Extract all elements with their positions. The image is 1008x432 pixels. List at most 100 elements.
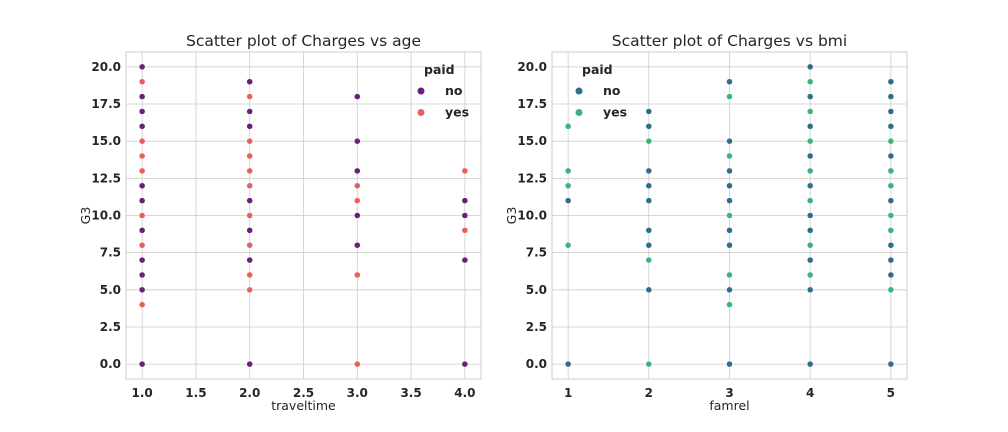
x-tick-label: 3.5 xyxy=(400,386,421,400)
point-no xyxy=(138,63,146,71)
point-no xyxy=(246,227,253,234)
point-yes xyxy=(138,301,146,308)
point-no xyxy=(645,167,653,175)
point-no xyxy=(564,197,572,204)
point-no xyxy=(246,123,253,130)
x-tick-label: 3 xyxy=(725,386,733,400)
point-yes xyxy=(887,212,895,219)
point-yes xyxy=(806,78,814,85)
legend-label-no: no xyxy=(445,83,463,98)
point-no xyxy=(726,227,733,234)
point-no xyxy=(806,123,814,130)
x-tick-label: 3.0 xyxy=(347,386,368,400)
point-yes xyxy=(138,212,146,219)
point-no xyxy=(138,271,146,279)
point-no xyxy=(887,108,895,115)
x-tick-label: 5 xyxy=(887,386,895,400)
point-yes xyxy=(806,137,814,145)
x-tick-label: 4 xyxy=(806,386,814,400)
point-no xyxy=(138,108,146,115)
point-no xyxy=(354,137,361,145)
point-no xyxy=(354,93,361,100)
y-tick-label: 5.0 xyxy=(526,283,547,297)
point-no xyxy=(726,137,733,145)
point-no xyxy=(461,256,469,264)
point-yes xyxy=(138,137,146,145)
point-yes xyxy=(246,241,253,249)
point-no xyxy=(726,360,733,368)
point-no xyxy=(461,212,469,219)
x-tick-label: 1 xyxy=(564,386,572,400)
point-yes xyxy=(461,227,469,234)
point-no xyxy=(645,108,653,115)
point-yes xyxy=(887,286,895,294)
point-yes xyxy=(887,182,895,190)
point-yes xyxy=(138,152,146,160)
x-tick-label: 2.5 xyxy=(293,386,314,400)
point-no xyxy=(645,123,653,130)
legend-marker-no xyxy=(417,87,425,95)
point-no xyxy=(645,227,653,234)
point-no xyxy=(887,241,895,249)
y-tick-label: 0.0 xyxy=(100,357,121,371)
point-no xyxy=(806,360,814,368)
point-no xyxy=(138,256,146,264)
point-no xyxy=(645,197,653,204)
point-no xyxy=(138,123,146,130)
legend-label-yes: yes xyxy=(445,105,469,120)
y-tick-label: 2.5 xyxy=(526,320,547,334)
point-no xyxy=(138,182,146,190)
point-no xyxy=(887,152,895,160)
chart-title: Scatter plot of Charges vs age xyxy=(186,32,421,50)
point-no xyxy=(354,241,361,249)
y-tick-label: 10.0 xyxy=(517,209,547,223)
point-yes xyxy=(806,241,814,249)
point-no xyxy=(726,286,733,294)
point-no xyxy=(246,256,253,264)
point-no xyxy=(564,360,572,368)
legend-marker-no xyxy=(575,87,583,95)
legend-marker-yes xyxy=(575,109,583,116)
point-yes xyxy=(806,108,814,115)
point-no xyxy=(726,78,733,85)
point-no xyxy=(726,167,733,175)
point-yes xyxy=(246,271,253,279)
point-yes xyxy=(806,167,814,175)
point-no xyxy=(138,360,146,368)
point-no xyxy=(726,241,733,249)
x-tick-label: 2.0 xyxy=(239,386,260,400)
point-yes xyxy=(564,241,572,249)
y-tick-label: 15.0 xyxy=(91,134,121,148)
x-axis-label: famrel xyxy=(709,398,749,413)
point-no xyxy=(887,93,895,100)
legend-marker-yes xyxy=(417,109,425,116)
y-tick-label: 20.0 xyxy=(517,60,547,74)
point-yes xyxy=(354,197,361,204)
point-no xyxy=(246,78,253,85)
point-yes xyxy=(726,212,733,219)
legend-label-yes: yes xyxy=(603,105,627,120)
y-tick-label: 17.5 xyxy=(517,97,547,111)
point-yes xyxy=(138,241,146,249)
point-yes xyxy=(726,301,733,308)
point-no xyxy=(806,256,814,264)
point-no xyxy=(461,197,469,204)
point-no xyxy=(645,286,653,294)
point-no xyxy=(806,286,814,294)
point-no xyxy=(806,182,814,190)
point-no xyxy=(461,360,469,368)
chart-famrel: 1 2 3 4 5 0.0 2.5 5.0 7.5 10.0 12.5 15.0 17.5 20.0 Sca… xyxy=(504,32,908,413)
point-yes xyxy=(246,286,253,294)
point-no xyxy=(887,123,895,130)
x-axis-label: traveltime xyxy=(271,398,336,413)
y-tick-label: 5.0 xyxy=(100,283,121,297)
point-yes xyxy=(354,182,361,190)
y-tick-label: 10.0 xyxy=(91,209,121,223)
point-yes xyxy=(354,271,361,279)
y-tick-label: 20.0 xyxy=(91,60,121,74)
y-tick-label: 0.0 xyxy=(526,357,547,371)
point-no xyxy=(887,271,895,279)
point-no xyxy=(726,197,733,204)
y-tick-label: 15.0 xyxy=(517,134,547,148)
point-no xyxy=(806,212,814,219)
